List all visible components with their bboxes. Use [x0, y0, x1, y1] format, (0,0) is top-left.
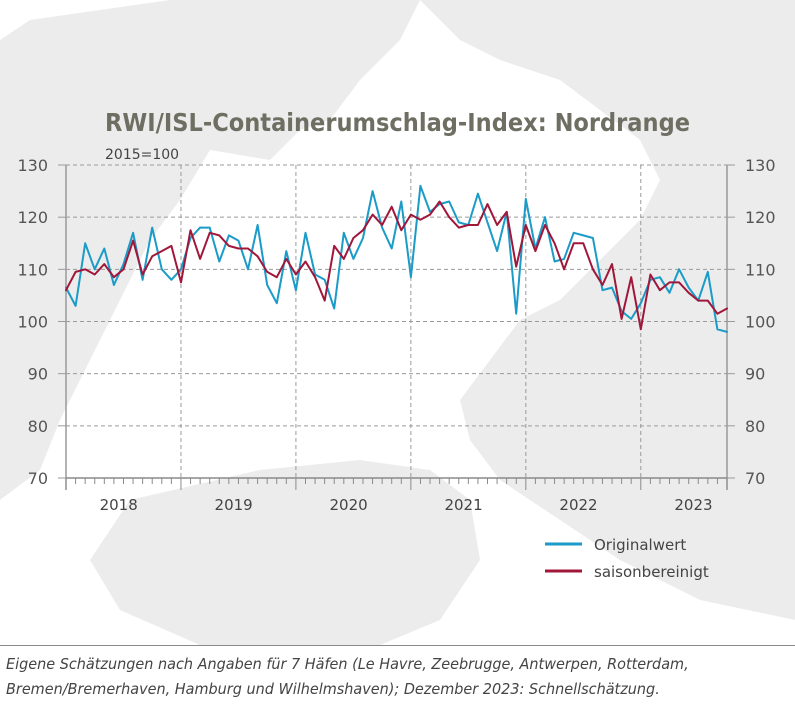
- chart-subtitle: 2015=100: [105, 147, 179, 163]
- x-tick-label: 2021: [444, 496, 482, 514]
- x-tick-label: 2020: [330, 496, 368, 514]
- background-map: [0, 0, 795, 645]
- footnote: Eigene Schätzungen nach Angaben für 7 Hä…: [6, 652, 736, 702]
- x-tick-label: 2018: [100, 496, 138, 514]
- y-tick-label-left: 70: [28, 469, 48, 488]
- legend-label-original: Originalwert: [594, 536, 686, 554]
- x-tick-label: 2023: [674, 496, 712, 514]
- y-tick-label-left: 120: [17, 208, 48, 227]
- y-tick-label-right: 90: [745, 365, 765, 384]
- footnote-line-1: Eigene Schätzungen nach Angaben für 7 Hä…: [6, 655, 689, 673]
- y-tick-label-right: 70: [745, 469, 765, 488]
- y-tick-label-right: 100: [745, 313, 776, 332]
- chart-title: RWI/ISL-Containerumschlag-Index: Nordran…: [105, 108, 690, 137]
- y-tick-label-right: 80: [745, 417, 765, 436]
- y-tick-label-left: 90: [28, 365, 48, 384]
- series-lines: [65, 184, 728, 333]
- y-tick-label-left: 80: [28, 417, 48, 436]
- series-line-adjusted: [65, 200, 728, 331]
- axes: 70 70 80 80 90 90 100 100 110 110 120 120 130 130 2018…: [17, 156, 775, 514]
- x-tick-label: 2019: [215, 496, 253, 514]
- footnote-line-2: Bremen/Bremerhaven, Hamburg und Wilhelms…: [6, 680, 660, 698]
- series-line-original: [65, 184, 728, 333]
- y-tick-label-left: 130: [17, 156, 48, 175]
- y-tick-label-left: 110: [17, 260, 48, 279]
- legend-label-adjusted: saisonbereinigt: [594, 563, 709, 581]
- footnote-divider: [0, 645, 795, 646]
- y-tick-label-right: 110: [745, 260, 776, 279]
- y-tick-label-right: 120: [745, 208, 776, 227]
- y-tick-label-left: 100: [17, 313, 48, 332]
- x-tick-label: 2022: [559, 496, 597, 514]
- y-tick-label-right: 130: [745, 156, 776, 175]
- legend: Originalwert saisonbereinigt: [545, 536, 709, 581]
